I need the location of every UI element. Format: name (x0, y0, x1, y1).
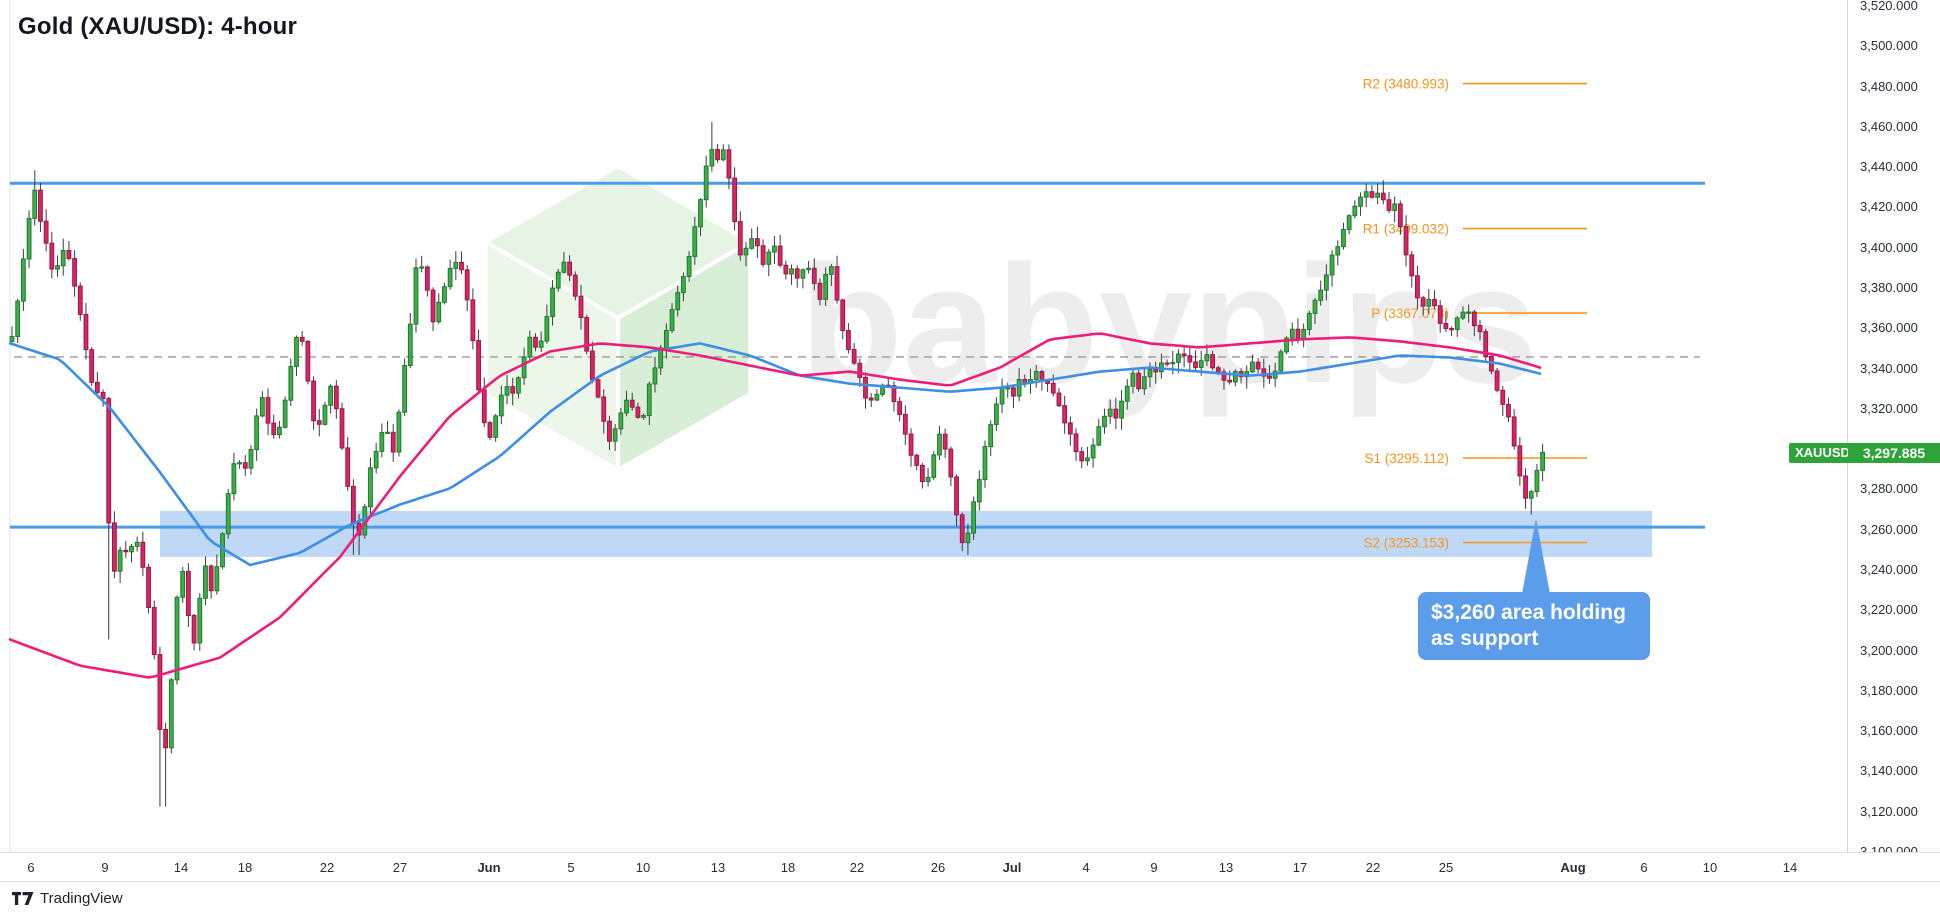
tradingview-logo-icon (12, 891, 34, 905)
pivot-label-s2: S2 (3253.153) (1363, 536, 1449, 551)
callout-pointer (1522, 518, 1550, 594)
x-axis-label: 26 (930, 860, 946, 875)
price-axis[interactable]: 3,520.000 3,500.000 3,480.000 3,460.000 3,44… (1847, 0, 1940, 859)
time-axis[interactable]: 6 9 14 18 22 27 Jun 5 10 13 18 22 26 Jul 4 9 13 17 22 25 Aug… (0, 852, 1940, 882)
y-axis-label: 3,280.000 (1860, 481, 1918, 497)
callout-line2: as support (1431, 626, 1539, 650)
y-axis-label: 3,380.000 (1860, 280, 1918, 295)
x-axis-label: 14 (173, 860, 189, 875)
support-zone (160, 510, 1652, 557)
x-axis-label: 13 (1218, 860, 1234, 875)
babypips-watermark: babypips (481, 163, 1537, 474)
y-axis-label: 3,260.000 (1860, 521, 1918, 537)
x-axis-label: 27 (392, 860, 408, 875)
y-axis-label: 3,360.000 (1860, 320, 1918, 336)
x-axis-label: Jun (477, 860, 501, 875)
y-axis-label: 3,180.000 (1860, 682, 1918, 698)
x-axis-label: 25 (1438, 860, 1454, 875)
x-axis-label: 10 (635, 860, 651, 875)
ma-line-pink (8, 332, 1542, 679)
chart-title: Gold (XAU/USD): 4-hour (18, 13, 298, 40)
y-axis-label: 3,340.000 (1860, 360, 1918, 376)
x-axis-label: 5 (567, 860, 575, 875)
svg-text:babypips: babypips (800, 230, 1537, 418)
y-axis-label: 3,520.000 (1860, 0, 1918, 13)
candles (9, 121, 1546, 807)
x-axis-label: 9 (1150, 860, 1158, 875)
x-axis-label: Aug (1560, 860, 1586, 875)
tradingview-attribution[interactable]: TradingView (12, 890, 123, 907)
x-axis-label: 17 (1292, 860, 1308, 875)
x-axis-label: 14 (1782, 860, 1798, 875)
y-axis-label: 3,440.000 (1860, 159, 1918, 175)
pivot-label-p: P (3367.073) (1371, 306, 1449, 321)
x-axis-label: 22 (1365, 860, 1381, 875)
x-axis-label: 22 (319, 860, 335, 875)
x-axis-label: 13 (710, 860, 726, 875)
y-axis-label: 3,220.000 (1860, 602, 1918, 618)
x-axis-label: 18 (780, 860, 796, 875)
y-axis-label: 3,120.000 (1860, 803, 1918, 819)
y-axis-label: 3,320.000 (1860, 400, 1918, 416)
pivot-label-s1: S1 (3295.112) (1364, 451, 1449, 466)
last-price-badge: 3,297.885 (1848, 443, 1940, 463)
tradingview-label: TradingView (40, 890, 123, 907)
callout-line1: $3,260 area holding (1431, 601, 1626, 624)
y-axis-label: 3,140.000 (1860, 763, 1918, 779)
y-axis-label: 3,160.000 (1860, 723, 1918, 739)
x-axis-label: 18 (237, 860, 253, 875)
y-axis-label: 3,500.000 (1860, 38, 1918, 54)
x-axis-label: Jul (1002, 860, 1022, 875)
x-axis-label: 4 (1082, 860, 1090, 875)
y-axis-label: 3,460.000 (1860, 118, 1918, 134)
y-axis-label: 3,200.000 (1860, 642, 1918, 658)
y-axis-label: 3,400.000 (1860, 239, 1918, 255)
x-axis-label: 6 (27, 860, 35, 875)
x-axis-label: 6 (1640, 860, 1648, 875)
y-axis-label: 3,240.000 (1860, 562, 1918, 577)
ma-line-blue (8, 342, 1542, 567)
x-axis-label: 22 (849, 860, 865, 875)
y-axis-label: 3,480.000 (1860, 78, 1918, 94)
support-callout[interactable]: $3,260 area holding as support (1418, 592, 1650, 660)
y-axis-label: 3,420.000 (1860, 199, 1918, 215)
x-axis-label: 9 (101, 860, 109, 875)
x-axis-label: 10 (1702, 860, 1718, 875)
symbol-badge: XAUUSD (1789, 443, 1856, 463)
pivot-label-r2: R2 (3480.993) (1363, 77, 1449, 92)
